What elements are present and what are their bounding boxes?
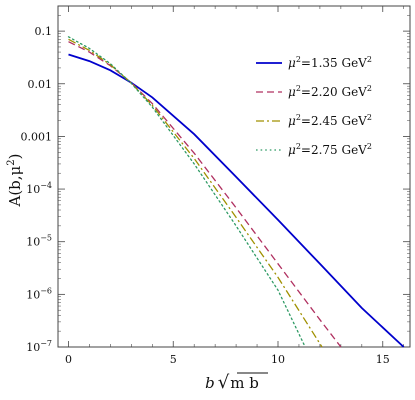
x-tick-label: 10	[271, 353, 285, 366]
legend-part: =1.35 GeV	[301, 56, 367, 70]
legend-part: 2	[367, 113, 372, 122]
y-axis-pre: A(b,μ	[6, 165, 24, 207]
legend-label-4: μ2=2.75 GeV2	[288, 142, 372, 157]
legend-part: μ	[288, 143, 296, 157]
series-line-4	[67, 36, 306, 348]
y-axis-post: )	[6, 153, 24, 159]
y-tick-exp: −6	[40, 286, 52, 295]
y-tick-label: 0.1	[35, 25, 53, 38]
series-line-3	[68, 38, 323, 348]
legend-part: =2.20 GeV	[301, 85, 367, 99]
legend-label-1: μ2=1.35 GeV2	[288, 55, 372, 70]
legend-part: μ	[288, 56, 296, 70]
legend-part: 2	[367, 55, 372, 64]
x-tick-label: 0	[65, 353, 72, 366]
x-axis-var: b	[205, 374, 215, 392]
legend-part: =2.45 GeV	[301, 114, 367, 128]
y-tick-base: 10	[26, 288, 40, 301]
y-axis-sup: 2	[6, 159, 17, 165]
y-tick-label: 0.001	[21, 130, 53, 143]
y-tick-exp: −7	[40, 339, 52, 348]
x-tick-label: 5	[170, 353, 177, 366]
y-tick-label: 10−5	[26, 234, 52, 249]
plot-frame	[57, 5, 411, 348]
x-axis-root: √	[218, 372, 230, 393]
y-tick-label: 10−6	[26, 286, 52, 301]
x-axis-under: m b	[230, 374, 259, 392]
y-tick-label: 0.01	[28, 78, 53, 91]
legend-part: 2	[296, 113, 301, 122]
legend-part: μ	[288, 85, 296, 99]
x-axis-title: b √m b	[205, 372, 259, 393]
y-tick-exp: −5	[40, 234, 52, 243]
series-line-1	[68, 53, 405, 348]
legend-label-3: μ2=2.45 GeV2	[288, 113, 372, 128]
y-tick-label: 10−7	[26, 339, 52, 354]
y-tick-base: 10	[26, 183, 40, 196]
legend-label-2: μ2=2.20 GeV2	[288, 84, 372, 99]
y-tick-exp: −4	[40, 181, 52, 190]
x-tick-label: 15	[376, 353, 390, 366]
series-layer	[67, 36, 405, 348]
legend-part: =2.75 GeV	[301, 143, 367, 157]
legend-part: 2	[296, 55, 301, 64]
legend-part: 2	[367, 84, 372, 93]
y-axis-title: A(b,μ2)	[6, 153, 24, 207]
legend-part: 2	[296, 84, 301, 93]
y-tick-base: 10	[26, 236, 40, 249]
series-line-2	[68, 41, 342, 348]
legend-part: μ	[288, 114, 296, 128]
y-tick-base: 10	[26, 341, 40, 354]
y-tick-label: 10−4	[26, 181, 52, 196]
legend-part: 2	[296, 142, 301, 151]
legend-part: 2	[367, 142, 372, 151]
